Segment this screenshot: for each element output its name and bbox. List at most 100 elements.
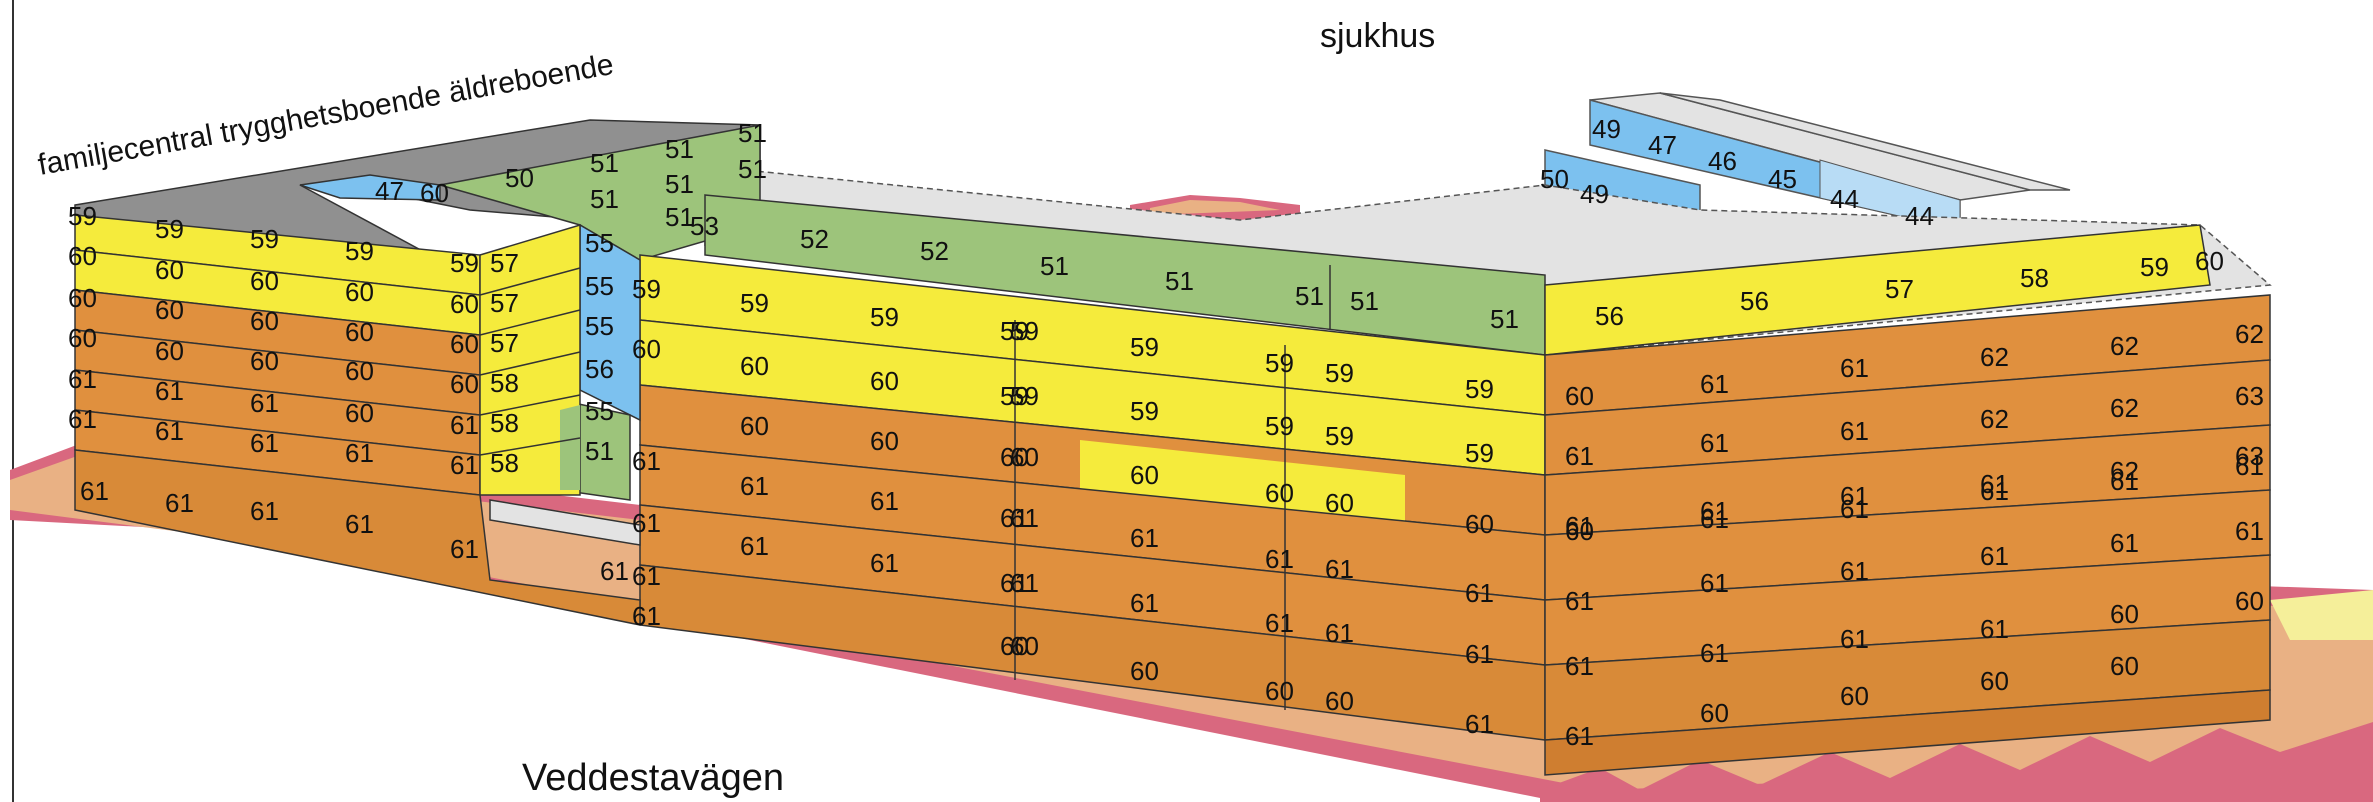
value-main-row1-0: 59 — [740, 288, 769, 318]
value-right-row5-4: 61 — [2110, 528, 2139, 558]
value-main-row1-4: 59 — [1130, 332, 1159, 362]
value-back-wing-5: 44 — [1905, 201, 1934, 231]
value-left-wing-row7-4: 61 — [600, 556, 629, 586]
value-back-wing-4: 44 — [1830, 184, 1859, 214]
value-left-wing-court-4: 58 — [490, 408, 519, 438]
value-left-wing-inner-5: 51 — [585, 436, 614, 466]
value-left-wing-end-5: 61 — [68, 404, 97, 434]
value-left-wing-row6-0: 61 — [155, 416, 184, 446]
value-court-side-4: 61 — [632, 561, 661, 591]
left-wing-roof-green — [439, 124, 761, 261]
value-right-row4-1: 61 — [1700, 504, 1729, 534]
value-court-side-0: 59 — [632, 274, 661, 304]
value-back-wing-0: 49 — [1592, 114, 1621, 144]
value-back-wing-7: 49 — [1580, 179, 1609, 209]
value-left-wing-inner-3: 56 — [585, 354, 614, 384]
left-wing-roof — [74, 119, 761, 261]
value-left-wing-roof-3: 51 — [738, 118, 767, 148]
left-wing-courtside-green — [560, 405, 580, 490]
value-left-wing-row2-0: 60 — [155, 255, 184, 285]
value-right-row5-0: 61 — [1565, 586, 1594, 616]
value-left-wing-court-0: 57 — [490, 248, 519, 278]
value-right-row7-4: 60 — [2110, 651, 2139, 681]
value-right-row4-5: 61 — [2235, 451, 2264, 481]
value-main-top-yellow-2: 57 — [1885, 274, 1914, 304]
value-main-row6-4: 60 — [1325, 686, 1354, 716]
value-court-side-2: 61 — [632, 446, 661, 476]
value-main-row6-0: 60 — [1000, 631, 1029, 661]
left-wing — [74, 214, 641, 626]
value-main-top-green-4: 51 — [1295, 281, 1324, 311]
value-main-row2-7: 59 — [1465, 438, 1494, 468]
value-left-wing-end-1: 60 — [68, 241, 97, 271]
left-courtside-l2 — [479, 309, 581, 336]
value-right-row1-3: 62 — [1980, 342, 2009, 372]
value-main-row2-3: 59 — [1010, 381, 1039, 411]
value-main-row4-4: 61 — [1130, 523, 1159, 553]
value-left-wing-row1-0: 59 — [155, 214, 184, 244]
value-left-wing-row2-1: 60 — [250, 266, 279, 296]
value-left-wing-row7-2: 61 — [345, 509, 374, 539]
value-left-wing-roof-1: 51 — [590, 148, 619, 178]
left-wing-court-face — [489, 499, 641, 546]
value-left-wing-court-1: 57 — [490, 288, 519, 318]
value-left-wing-roof-6: 51 — [738, 154, 767, 184]
value-right-row1-0: 60 — [1565, 381, 1594, 411]
value-left-wing-row4-3: 60 — [450, 369, 479, 399]
value-main-row4-6: 61 — [1325, 554, 1354, 584]
value-main-row1-3: 59 — [1010, 316, 1039, 346]
value-left-wing-row2-2: 60 — [345, 277, 374, 307]
value-main-row4-2: 61 — [1000, 503, 1029, 533]
value-left-wing-row5-1: 61 — [250, 388, 279, 418]
value-left-wing-row6-3: 61 — [450, 450, 479, 480]
left-wing-roof-blue — [299, 174, 441, 201]
label-veddestavagen: Veddestavägen — [522, 757, 784, 799]
value-left-wing-row3-1: 60 — [250, 306, 279, 336]
value-right-row2-0: 61 — [1565, 441, 1594, 471]
value-right-row4-0: 60 — [1565, 516, 1594, 546]
value-main-top-yellow-5: 60 — [2195, 246, 2224, 276]
value-court-side-3: 61 — [632, 508, 661, 538]
value-left-wing-roof-4: 51 — [590, 184, 619, 214]
value-left-wing-row5-3: 61 — [450, 410, 479, 440]
value-main-row1-5: 59 — [1265, 348, 1294, 378]
label-sjukhus: sjukhus — [1320, 17, 1435, 55]
value-left-wing-row7-1: 61 — [250, 496, 279, 526]
value-left-wing-roof-8: 53 — [690, 211, 719, 241]
value-main-row2-5: 59 — [1265, 411, 1294, 441]
value-right-row6-2: 61 — [1840, 624, 1869, 654]
value-main-top-green-1: 52 — [920, 236, 949, 266]
value-main-row2-1: 60 — [870, 366, 899, 396]
value-right-row1-2: 61 — [1840, 353, 1869, 383]
value-right-row1-4: 62 — [2110, 331, 2139, 361]
value-main-row3-3: 60 — [1010, 442, 1039, 472]
value-left-wing-row1-3: 59 — [450, 248, 479, 278]
value-court-side-5: 61 — [632, 601, 661, 631]
value-main-top-yellow-0: 56 — [1595, 301, 1624, 331]
value-main-top-green-2: 51 — [1040, 251, 1069, 281]
value-left-wing-row7-0: 61 — [165, 488, 194, 518]
value-right-row3-4: 62 — [2110, 456, 2139, 486]
value-left-wing-court-2: 57 — [490, 328, 519, 358]
left-courtside-l3 — [479, 351, 581, 376]
value-main-row4-5: 61 — [1265, 544, 1294, 574]
value-back-wing-1: 47 — [1648, 130, 1677, 160]
value-left-wing-row3-3: 60 — [450, 329, 479, 359]
value-left-wing-roof-0: 50 — [505, 163, 534, 193]
value-right-row7-3: 60 — [1980, 666, 2009, 696]
value-left-wing-row3-0: 60 — [155, 295, 184, 325]
value-left-wing-roof-5: 51 — [665, 169, 694, 199]
value-main-row2-4: 59 — [1130, 396, 1159, 426]
value-left-wing-row6-1: 61 — [250, 428, 279, 458]
value-right-row3-5: 63 — [2235, 441, 2264, 471]
value-main-row3-1: 60 — [870, 426, 899, 456]
value-main-row5-1: 61 — [870, 548, 899, 578]
left-courtside-l1 — [479, 267, 581, 296]
value-main-row5-0: 61 — [740, 531, 769, 561]
value-main-row1-7: 59 — [1465, 374, 1494, 404]
ground-sawtooth — [1540, 722, 2373, 802]
value-main-row2-2: 59 — [1000, 381, 1029, 411]
value-court-side-1: 60 — [632, 334, 661, 364]
value-main-top-yellow-3: 58 — [2020, 263, 2049, 293]
